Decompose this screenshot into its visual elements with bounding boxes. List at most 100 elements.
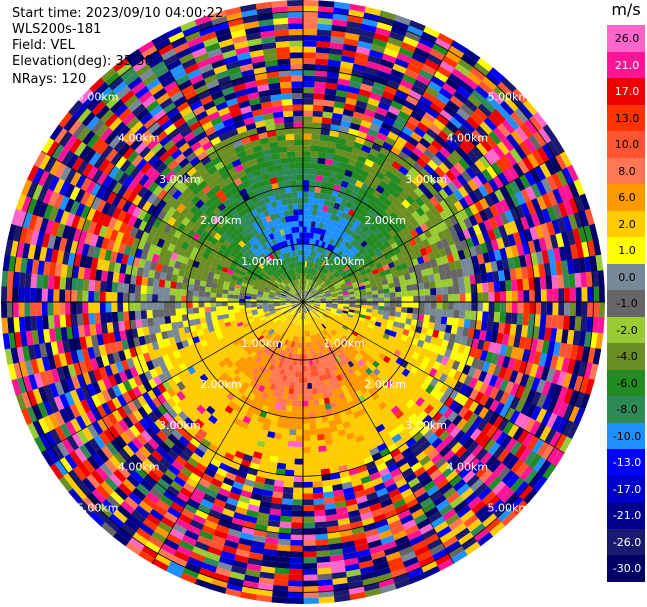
velocity-gate xyxy=(322,105,334,113)
velocity-gate xyxy=(192,307,200,314)
velocity-gate xyxy=(59,301,66,315)
velocity-gate xyxy=(302,504,315,512)
velocity-gate xyxy=(322,235,329,243)
velocity-gate xyxy=(287,586,304,593)
velocity-gate xyxy=(302,243,307,250)
velocity-gate xyxy=(375,171,386,181)
velocity-gate xyxy=(325,212,332,220)
velocity-gate xyxy=(356,46,371,56)
velocity-gate xyxy=(304,284,306,291)
velocity-gate xyxy=(82,290,89,303)
velocity-gate xyxy=(317,23,333,31)
velocity-gate xyxy=(330,124,341,132)
velocity-gate xyxy=(198,291,205,297)
velocity-gate xyxy=(366,294,373,299)
velocity-gate xyxy=(352,166,363,175)
velocity-gate xyxy=(321,211,328,218)
velocity-gate xyxy=(378,305,385,311)
velocity-gate xyxy=(384,85,398,96)
velocity-gate xyxy=(271,596,288,604)
velocity-gate xyxy=(333,1,351,10)
velocity-gate xyxy=(316,163,325,171)
velocity-gate xyxy=(47,288,54,303)
velocity-gate xyxy=(289,423,297,430)
velocity-gate xyxy=(416,100,430,113)
velocity-gate xyxy=(401,291,408,297)
velocity-gate xyxy=(6,301,14,318)
velocity-gate xyxy=(146,293,153,303)
velocity-gate xyxy=(346,91,359,101)
velocity-gate xyxy=(318,265,324,272)
velocity-gate xyxy=(430,75,446,88)
velocity-gate xyxy=(302,597,319,604)
velocity-gate xyxy=(430,294,437,303)
velocity-gate xyxy=(384,156,395,166)
velocity-gate xyxy=(198,301,205,308)
velocity-gate xyxy=(488,301,495,313)
velocity-gate xyxy=(311,215,317,222)
velocity-gate xyxy=(482,282,489,293)
velocity-gate xyxy=(227,298,234,303)
velocity-gate xyxy=(152,309,159,318)
velocity-gate xyxy=(297,394,304,401)
velocity-gate xyxy=(361,164,372,173)
velocity-gate xyxy=(400,312,407,319)
velocity-gate xyxy=(395,291,402,298)
velocity-gate xyxy=(282,428,290,435)
velocity-gate xyxy=(194,318,201,325)
velocity-gate xyxy=(482,292,489,303)
velocity-gate xyxy=(147,317,154,327)
velocity-gate xyxy=(568,315,576,331)
velocity-gate xyxy=(332,106,345,115)
velocity-gate xyxy=(333,101,346,109)
velocity-gate xyxy=(302,371,307,378)
velocity-gate xyxy=(406,312,413,320)
velocity-gate xyxy=(317,12,334,19)
velocity-gate xyxy=(337,229,344,237)
velocity-gate xyxy=(306,371,311,378)
velocity-gate xyxy=(187,307,194,315)
velocity-gate xyxy=(141,318,149,328)
velocity-gate xyxy=(552,301,559,316)
velocity-gate xyxy=(380,121,393,132)
velocity-gate xyxy=(387,151,398,161)
velocity-gate xyxy=(309,273,312,280)
velocity-gate xyxy=(288,568,304,575)
velocity-gate xyxy=(24,301,31,317)
velocity-gate xyxy=(305,273,308,280)
velocity-gate xyxy=(152,294,159,303)
velocity-gate xyxy=(181,308,188,315)
velocity-gate xyxy=(312,262,316,269)
velocity-gate xyxy=(221,293,228,299)
velocity-gate xyxy=(299,371,304,378)
velocity-gate xyxy=(328,135,339,143)
velocity-gate xyxy=(336,137,347,145)
velocity-gate xyxy=(371,86,385,97)
velocity-gate xyxy=(500,301,507,313)
velocity-gate xyxy=(378,166,389,176)
velocity-gate xyxy=(314,81,327,89)
velocity-gate xyxy=(293,382,299,389)
velocity-gate xyxy=(319,462,330,470)
velocity-gate xyxy=(297,406,304,413)
velocity-gate xyxy=(317,228,323,235)
velocity-gate xyxy=(192,296,199,303)
velocity-gate xyxy=(302,69,316,76)
velocity-gate xyxy=(381,161,392,171)
velocity-gate xyxy=(227,294,234,299)
velocity-gate xyxy=(319,140,329,148)
velocity-gate xyxy=(411,84,426,96)
velocity-gate xyxy=(329,251,335,259)
velocity-gate xyxy=(384,301,391,307)
velocity-gate xyxy=(315,64,329,71)
velocity-gate xyxy=(372,176,383,186)
velocity-gate xyxy=(313,498,325,505)
velocity-gate xyxy=(302,127,313,134)
velocity-gate xyxy=(430,308,437,317)
velocity-gate xyxy=(380,58,395,69)
velocity-gate xyxy=(580,272,588,288)
velocity-gate xyxy=(324,248,330,256)
velocity-gate xyxy=(563,301,571,317)
velocity-gate xyxy=(354,161,365,170)
velocity-gate xyxy=(292,487,304,494)
